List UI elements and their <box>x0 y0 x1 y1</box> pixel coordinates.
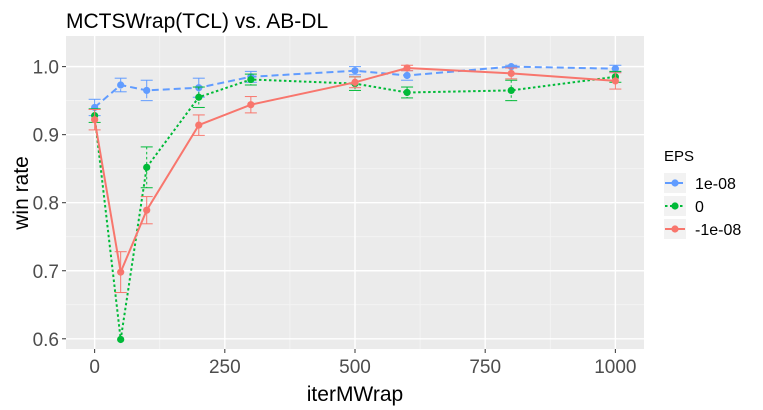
x-tick-label: 1000 <box>594 357 636 378</box>
data-point <box>143 86 151 95</box>
data-point <box>117 335 125 344</box>
series-2 <box>88 64 622 294</box>
data-point <box>91 116 99 124</box>
data-point <box>611 77 619 85</box>
data-point <box>403 71 411 80</box>
legend-label: -1e-08 <box>695 222 741 239</box>
data-point <box>247 101 255 109</box>
y-tick-label: 1.0 <box>33 58 59 79</box>
axis-ticks: 0 250 500 750 1000 0.6 0.7 0.8 0.9 1.0 <box>33 58 637 378</box>
y-tick-label: 0.6 <box>33 330 59 351</box>
data-point <box>195 93 203 101</box>
data-point <box>143 206 151 214</box>
y-tick-label: 0.7 <box>33 262 59 283</box>
y-tick-label: 0.9 <box>33 126 59 147</box>
y-axis-title: win rate <box>10 156 33 231</box>
grid <box>66 36 644 349</box>
data-point <box>507 69 515 78</box>
x-tick-label: 750 <box>469 357 501 378</box>
data-point <box>247 75 255 84</box>
x-tick-label: 0 <box>89 357 100 378</box>
legend-title: EPS <box>664 148 694 165</box>
data-point <box>403 64 411 72</box>
x-tick-label: 500 <box>339 357 371 378</box>
legend-label: 0 <box>695 199 704 216</box>
data-point <box>611 65 619 73</box>
y-tick-label: 0.8 <box>33 194 59 215</box>
legend-item-0: 1e-08 <box>664 173 736 193</box>
series-layer <box>88 63 622 344</box>
legend-item-1: 0 <box>664 196 704 216</box>
data-point <box>507 86 515 95</box>
legend-label: 1e-08 <box>695 176 736 193</box>
legend-key-point <box>671 202 679 210</box>
data-point <box>403 88 411 97</box>
data-point <box>143 163 151 171</box>
data-point <box>117 268 125 276</box>
legend-key-point <box>671 179 679 187</box>
legend: EPS 1e-08 0 -1e-08 <box>664 148 741 239</box>
data-point <box>351 67 359 75</box>
data-point <box>117 81 125 89</box>
legend-item-2: -1e-08 <box>664 219 741 239</box>
x-tick-label: 250 <box>209 357 241 378</box>
data-point <box>195 121 203 129</box>
data-point <box>351 78 359 86</box>
x-axis-title: iterMWrap <box>307 383 403 406</box>
legend-key-point <box>671 225 679 233</box>
chart-title: MCTSWrap(TCL) vs. AB-DL <box>66 10 328 33</box>
